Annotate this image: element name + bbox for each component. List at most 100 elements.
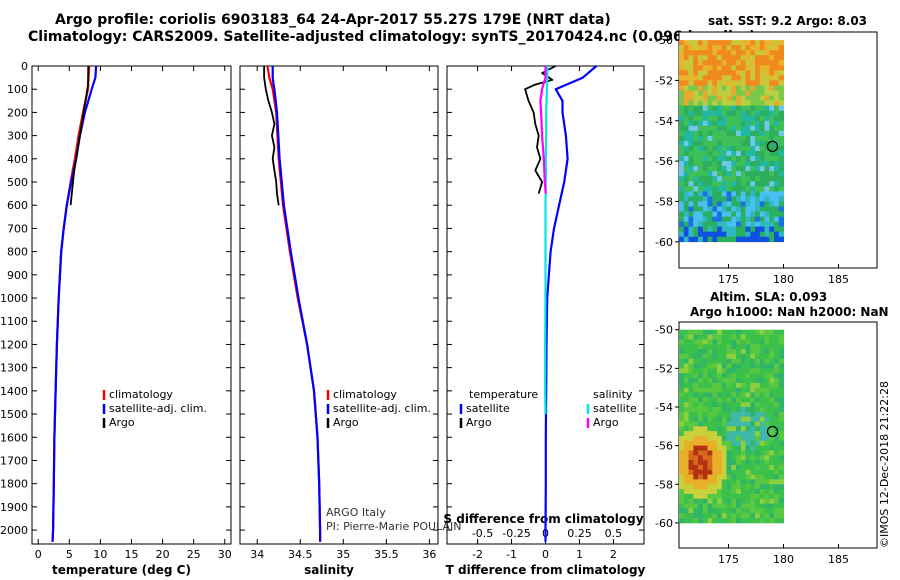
map-cell	[778, 75, 784, 81]
map-cell	[721, 426, 727, 432]
map-cell	[774, 378, 780, 384]
map-cell	[764, 353, 770, 360]
map-cell	[679, 455, 685, 461]
map-cell	[683, 339, 689, 345]
map-cell	[683, 201, 689, 207]
map-cell	[712, 479, 718, 485]
map-cell	[759, 146, 765, 152]
map-cell	[764, 110, 770, 117]
map-cell	[740, 445, 746, 451]
map-cell	[679, 211, 685, 217]
map-cell	[740, 50, 746, 56]
map-cell	[764, 171, 770, 177]
y-tick-label: 800	[7, 246, 28, 259]
map-cell	[731, 221, 737, 227]
map-cell	[759, 334, 765, 340]
map-cell	[702, 161, 708, 167]
map-cell	[745, 503, 751, 509]
map-cell	[745, 329, 751, 335]
map-cell	[759, 40, 765, 46]
map-cell	[764, 464, 770, 471]
map-cell	[774, 85, 780, 91]
map-cell	[755, 455, 761, 461]
map-cell	[755, 450, 761, 456]
map-cell	[693, 115, 699, 122]
map-cell	[698, 479, 704, 485]
map-cell	[693, 161, 699, 167]
map-cell	[712, 329, 718, 335]
map-cell	[717, 387, 723, 393]
map-cell	[679, 206, 685, 212]
map-cell	[693, 191, 699, 197]
map-cell	[688, 120, 694, 127]
map-cell	[707, 50, 713, 56]
map-cell	[778, 115, 784, 122]
map-cell	[683, 70, 689, 76]
map-cell	[707, 407, 713, 413]
map-cell	[750, 115, 756, 122]
map-cell	[769, 45, 775, 51]
map-cell	[755, 166, 761, 172]
map-cell	[745, 402, 751, 408]
map-cell	[745, 440, 751, 446]
map-cell	[764, 100, 770, 106]
map-cell	[769, 70, 775, 76]
map-cell	[712, 75, 718, 81]
map-cell	[736, 166, 742, 172]
map-cell	[778, 196, 784, 202]
map-cell	[679, 120, 685, 127]
map-cell	[679, 339, 685, 345]
map-cell	[693, 60, 699, 66]
map-cell	[774, 70, 780, 76]
map-cell	[774, 231, 780, 238]
map-cell	[707, 110, 713, 117]
map-cell	[736, 392, 742, 398]
map-cell	[679, 513, 685, 519]
map-cell	[698, 358, 704, 364]
map-cell	[745, 186, 751, 192]
map-cell	[740, 65, 746, 71]
map-cell	[774, 455, 780, 461]
map-cell	[707, 464, 713, 471]
map-cell	[712, 90, 718, 96]
map-cell	[679, 426, 685, 432]
map-cell	[712, 421, 718, 427]
x2-axis-label: S difference from climatology	[443, 512, 643, 526]
x-tick-label: 20	[156, 548, 170, 561]
map-cell	[769, 146, 775, 152]
map-cell	[693, 146, 699, 152]
map-cell	[750, 479, 756, 485]
map-cell	[712, 135, 718, 142]
map-cell	[755, 339, 761, 345]
map-cell	[774, 135, 780, 142]
map-cell	[745, 392, 751, 398]
map-cell	[698, 508, 704, 514]
map-cell	[731, 426, 737, 432]
map-cell	[679, 344, 685, 350]
map-cell	[745, 464, 751, 471]
map-cell	[679, 105, 685, 111]
map-cell	[750, 166, 756, 172]
map-cell	[688, 469, 694, 475]
map-cell	[698, 373, 704, 379]
map-cell	[707, 460, 713, 466]
map-cell	[683, 363, 689, 369]
map-cell	[778, 353, 784, 360]
map-cell	[688, 392, 694, 398]
map-cell	[679, 80, 685, 86]
map-cell	[712, 378, 718, 384]
map-cell	[764, 387, 770, 393]
map-cell	[712, 100, 718, 106]
map-cell	[698, 493, 704, 500]
map-cell	[712, 498, 718, 504]
legend-label: satellite-adj. clim.	[333, 402, 431, 415]
plot-frame	[31, 65, 232, 545]
map-cell	[755, 60, 761, 66]
map-cell	[683, 166, 689, 172]
map-cell	[778, 450, 784, 456]
map-cell	[726, 349, 732, 355]
map-cell	[764, 334, 770, 340]
lat-tick-label: -58	[655, 195, 673, 208]
map-cell	[707, 349, 713, 355]
map-cell	[693, 498, 699, 504]
